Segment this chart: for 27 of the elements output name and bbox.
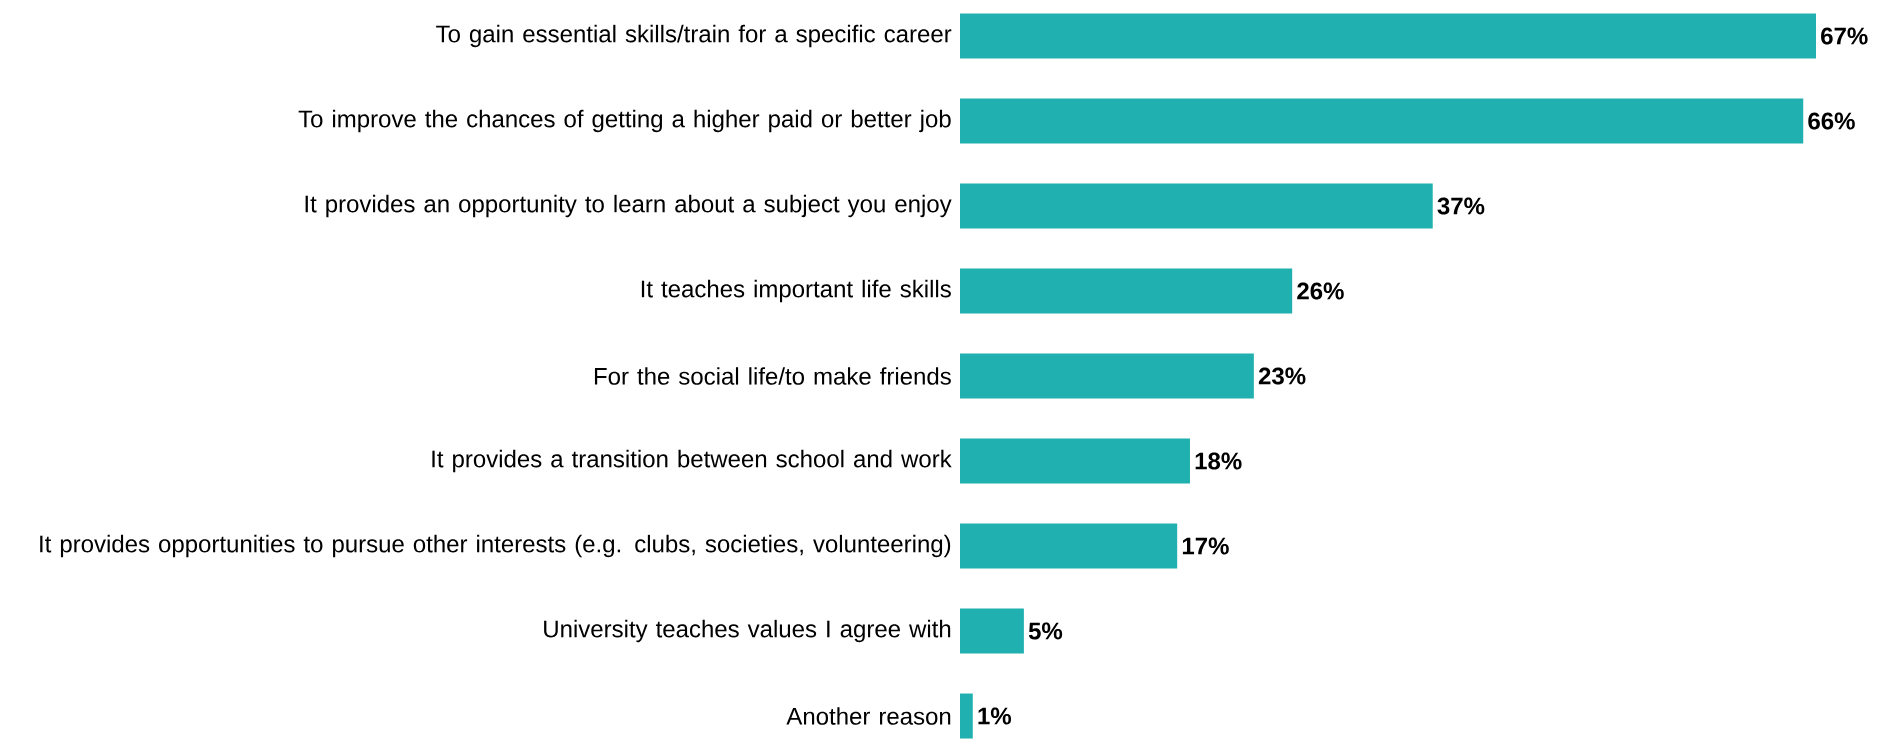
data-label: 66% [1808, 112, 1855, 130]
data-label: 18% [1195, 452, 1242, 470]
bar [960, 353, 1254, 399]
y-tick-label: It teaches important life skills [641, 279, 951, 303]
y-tick-label: It provides a transition between school and work [432, 449, 952, 473]
bar [960, 693, 973, 739]
bar [960, 523, 1178, 569]
bar [960, 13, 1816, 59]
y-tick-label: Another reason [786, 707, 951, 725]
bar [960, 98, 1804, 144]
data-label: 37% [1437, 197, 1485, 215]
data-label: 1% [978, 707, 1012, 725]
y-tick-label: It provides opportunities to pursue other interests (e.g. clubs, societies, volunteering) [40, 534, 951, 558]
bar [960, 183, 1433, 229]
y-tick-label: To gain essential skills/train for a specific career [436, 24, 952, 48]
y-tick-label: To improve the chances of getting a higher paid or better job [298, 109, 951, 133]
y-tick-label: University teaches values I agree with [544, 619, 951, 643]
bar [960, 268, 1293, 314]
data-label: 67% [1821, 27, 1868, 45]
bar [960, 608, 1024, 654]
data-label: 17% [1182, 537, 1229, 555]
y-tick-label: For the social life/to make friends [594, 367, 951, 385]
data-label: 26% [1297, 282, 1344, 300]
data-label: 5% [1028, 622, 1063, 640]
data-label: 23% [1258, 367, 1306, 385]
bar [960, 438, 1190, 484]
y-tick-label: It provides an opportunity to learn about a subject you enjoy [305, 194, 952, 218]
